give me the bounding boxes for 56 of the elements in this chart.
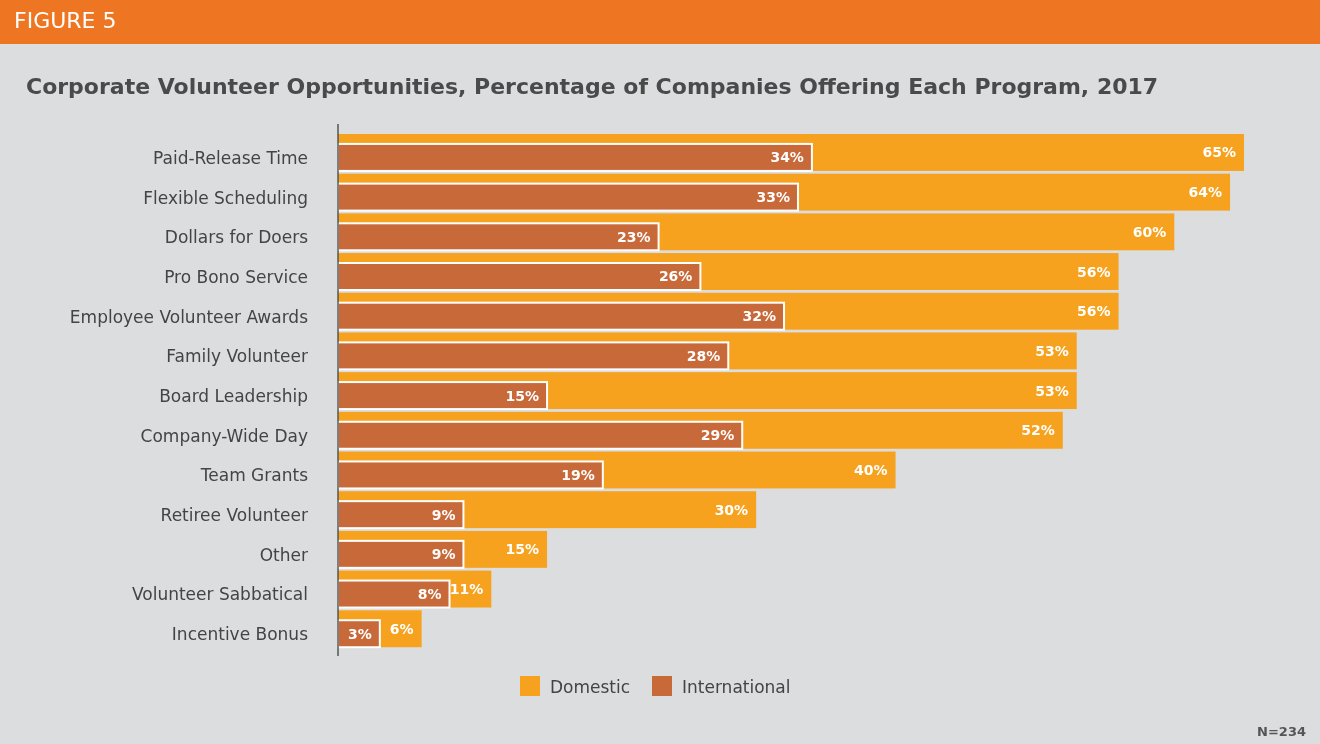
y-tick-label: Other — [259, 544, 308, 565]
data-label: 30% — [714, 501, 749, 518]
bar — [337, 182, 799, 212]
y-tick-label: Team Grants — [199, 465, 309, 486]
data-label: 52% — [1021, 422, 1055, 439]
bar — [337, 341, 730, 371]
data-label: 40% — [854, 462, 888, 478]
data-label: 9% — [431, 546, 456, 563]
data-label: 64% — [1188, 184, 1223, 201]
data-label: 56% — [1077, 303, 1111, 320]
data-label: 33% — [756, 189, 790, 206]
caption: FIGURE 5 — [14, 8, 117, 33]
data-label: 15% — [505, 387, 540, 404]
data-label: 29% — [700, 427, 735, 444]
data-label: 53% — [1035, 382, 1069, 399]
data-label: 8% — [417, 586, 442, 603]
bar — [337, 460, 604, 490]
y-tick-label: Paid-Release Time — [153, 147, 308, 168]
data-label: 65% — [1202, 144, 1236, 161]
data-label: 15% — [505, 541, 540, 558]
data-label: 9% — [431, 506, 456, 523]
data-label: 23% — [617, 228, 651, 245]
y-tick-label: Dollars for Doers — [164, 227, 309, 248]
data-label: 32% — [742, 308, 777, 325]
data-label: 56% — [1077, 263, 1111, 280]
chart-title: Corporate Volunteer Opportunities, Percentage of Companies Offering Each Program, 2017 — [26, 74, 1159, 99]
bar — [337, 381, 549, 411]
data-label: 28% — [686, 347, 721, 364]
y-tick-label: Flexible Scheduling — [143, 187, 308, 208]
y-tick-label: Pro Bono Service — [164, 266, 308, 287]
data-label: 19% — [561, 466, 595, 483]
data-label: 53% — [1035, 342, 1069, 359]
data-label: 6% — [389, 620, 414, 637]
bar — [337, 579, 451, 609]
y-tick-label: Company-Wide Day — [140, 425, 308, 446]
legend-label: Domestic — [550, 677, 631, 697]
legend-label: International — [682, 677, 791, 697]
text: N=234 — [1257, 724, 1306, 739]
bar — [337, 539, 465, 569]
bar — [337, 500, 465, 530]
y-tick-label: Family Volunteer — [166, 346, 308, 367]
data-label: 60% — [1132, 223, 1167, 240]
data-label: 34% — [770, 149, 804, 166]
y-tick-label: Employee Volunteer Awards — [69, 306, 309, 327]
y-tick-label: Volunteer Sabbatical — [131, 584, 308, 605]
y-tick-label: Board Leadership — [159, 385, 308, 406]
y-tick-label: Retiree Volunteer — [160, 505, 309, 526]
bar — [337, 222, 660, 252]
data-label: 11% — [449, 581, 484, 598]
bar — [337, 301, 786, 331]
bar — [337, 142, 813, 172]
bar — [337, 262, 702, 291]
data-label: 3% — [348, 625, 372, 642]
y-tick-label: Incentive Bonus — [171, 624, 309, 645]
data-label: 26% — [658, 268, 693, 285]
bar — [337, 420, 744, 450]
